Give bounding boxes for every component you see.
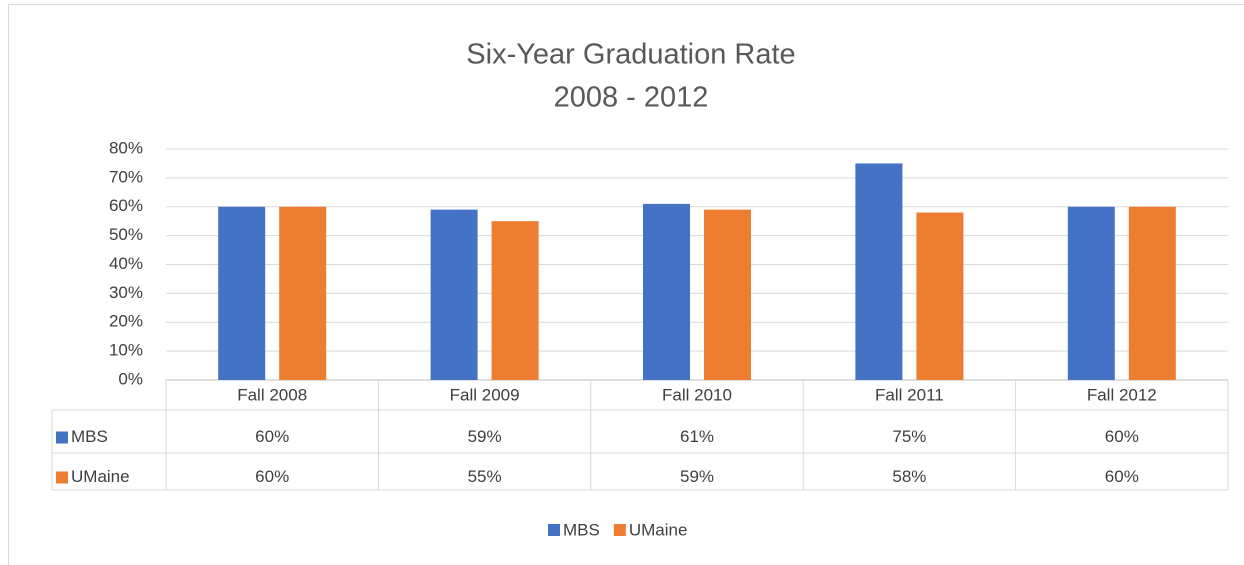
- table-legend-key: [56, 431, 68, 444]
- table-row-header: UMaine: [71, 467, 130, 486]
- bar: [279, 206, 327, 380]
- table-cell: 55%: [468, 467, 502, 486]
- bar: [491, 221, 539, 380]
- bar: [430, 209, 478, 380]
- table-cell: 60%: [1105, 467, 1139, 486]
- bar: [643, 203, 690, 380]
- table-cell: 60%: [1105, 427, 1139, 446]
- table-cell: 60%: [255, 427, 289, 446]
- y-tick-label: 60%: [109, 196, 143, 215]
- y-tick-label: 50%: [109, 225, 143, 244]
- y-tick-label: 80%: [109, 138, 143, 157]
- table-legend-key: [56, 471, 68, 484]
- bar: [855, 163, 903, 380]
- chart-title: Six-Year Graduation Rate: [466, 39, 795, 71]
- x-tick-label: Fall 2011: [875, 385, 944, 404]
- table-cell: 58%: [892, 467, 926, 486]
- legend-key: [613, 524, 626, 536]
- y-tick-label: 40%: [109, 254, 143, 273]
- table-cell: 59%: [468, 427, 502, 446]
- chart-border: [8, 4, 1244, 565]
- legend-key: [548, 524, 560, 536]
- table-cell: 61%: [680, 427, 714, 446]
- bar: [218, 206, 266, 380]
- x-tick-label: Fall 2008: [237, 385, 307, 404]
- table-cell: 75%: [892, 427, 926, 446]
- y-tick-label: 0%: [118, 369, 143, 388]
- legend-label: UMaine: [629, 520, 688, 539]
- y-tick-label: 70%: [109, 167, 143, 186]
- table-cell: 60%: [255, 467, 289, 486]
- x-tick-label: Fall 2012: [1087, 385, 1157, 404]
- table-row-header: MBS: [71, 427, 108, 446]
- bar: [704, 209, 751, 380]
- bar: [916, 212, 964, 380]
- chart-subtitle: 2008 - 2012: [554, 82, 709, 114]
- bar: [1067, 206, 1115, 380]
- x-tick-label: Fall 2009: [450, 385, 520, 404]
- legend-label: MBS: [563, 520, 600, 539]
- bar: [1128, 206, 1176, 380]
- y-tick-label: 30%: [109, 283, 143, 302]
- y-tick-label: 20%: [109, 312, 143, 331]
- x-tick-label: Fall 2010: [662, 385, 732, 404]
- y-tick-label: 10%: [109, 341, 143, 360]
- table-cell: 59%: [680, 467, 714, 486]
